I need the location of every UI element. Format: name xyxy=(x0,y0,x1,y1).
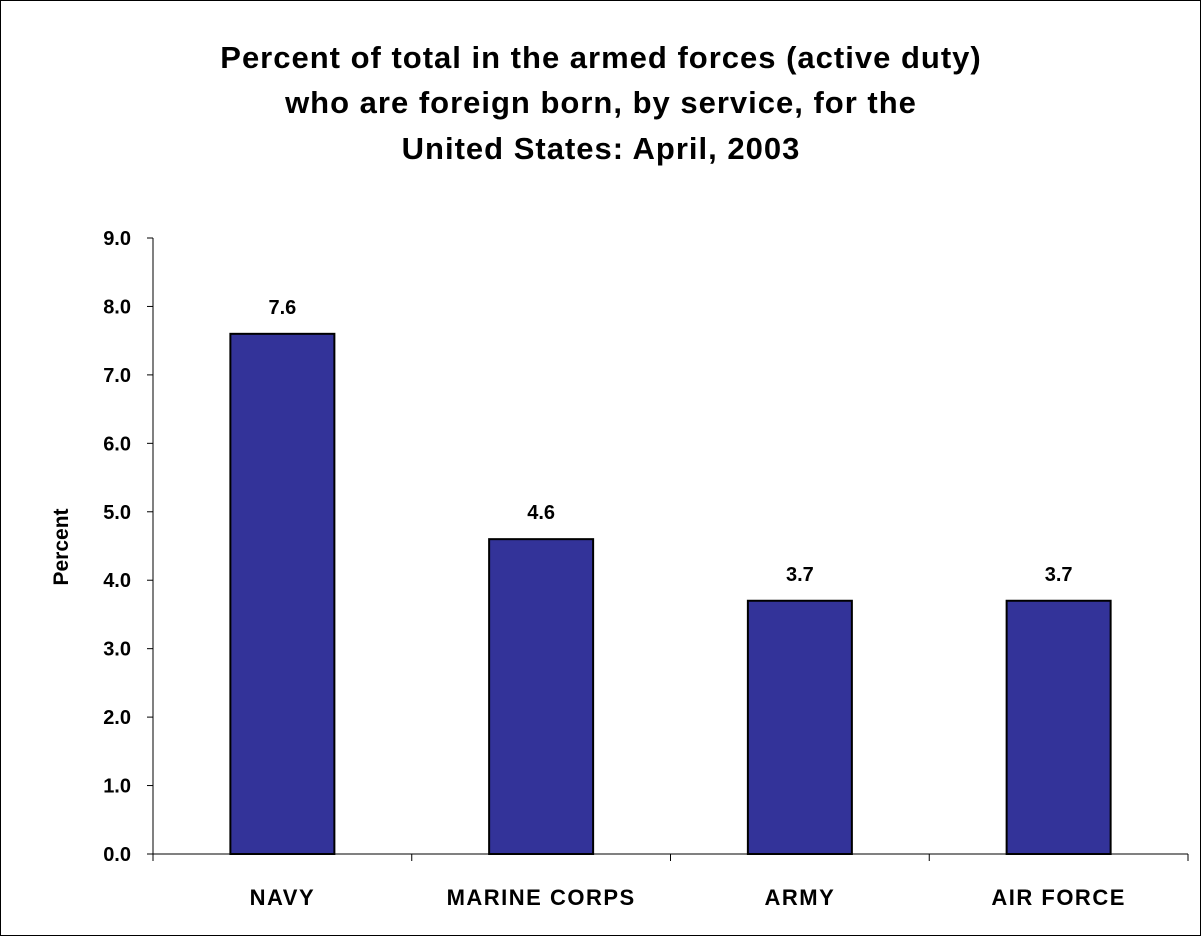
y-tick-label: 4.0 xyxy=(103,570,131,592)
data-label: 3.7 xyxy=(1045,564,1073,586)
x-category-label: NAVY xyxy=(250,885,316,910)
y-tick-label: 8.0 xyxy=(103,296,131,318)
x-category-label: MARINE CORPS xyxy=(447,885,636,910)
data-label: 3.7 xyxy=(786,564,814,586)
bar-marine-corps xyxy=(488,538,595,856)
y-tick-label: 5.0 xyxy=(103,502,131,524)
data-label: 7.6 xyxy=(268,297,296,319)
y-axis-label: Percent xyxy=(50,508,73,585)
bar-navy xyxy=(229,332,336,856)
y-tick-label: 1.0 xyxy=(103,776,131,798)
bars xyxy=(229,332,1112,856)
title-line-3: United States: April, 2003 xyxy=(402,131,801,166)
bar-army xyxy=(746,599,853,855)
y-axis-ticks: 0.0 1.0 2.0 3.0 4.0 5.0 6.0 7.0 8.0 9.0 xyxy=(103,228,153,866)
y-tick-label: 2.0 xyxy=(103,707,131,729)
data-labels: 7.6 4.6 3.7 3.7 xyxy=(268,297,1072,586)
x-axis-categories: NAVY MARINE CORPS ARMY AIR FORCE xyxy=(152,854,1189,910)
title-line-1: Percent of total in the armed forces (ac… xyxy=(220,40,981,75)
y-tick-label: 9.0 xyxy=(103,228,131,250)
bar-air-force xyxy=(1005,599,1112,855)
title-line-2: who are foreign born, by service, for th… xyxy=(284,85,917,120)
x-category-label: ARMY xyxy=(764,885,835,910)
x-category-label: AIR FORCE xyxy=(991,885,1126,910)
y-tick-label: 7.0 xyxy=(103,365,131,387)
y-tick-label: 0.0 xyxy=(103,844,131,866)
y-tick-label: 6.0 xyxy=(103,433,131,455)
data-label: 4.6 xyxy=(527,502,555,524)
chart-title: Percent of total in the armed forces (ac… xyxy=(220,40,981,166)
y-tick-label: 3.0 xyxy=(103,639,131,661)
